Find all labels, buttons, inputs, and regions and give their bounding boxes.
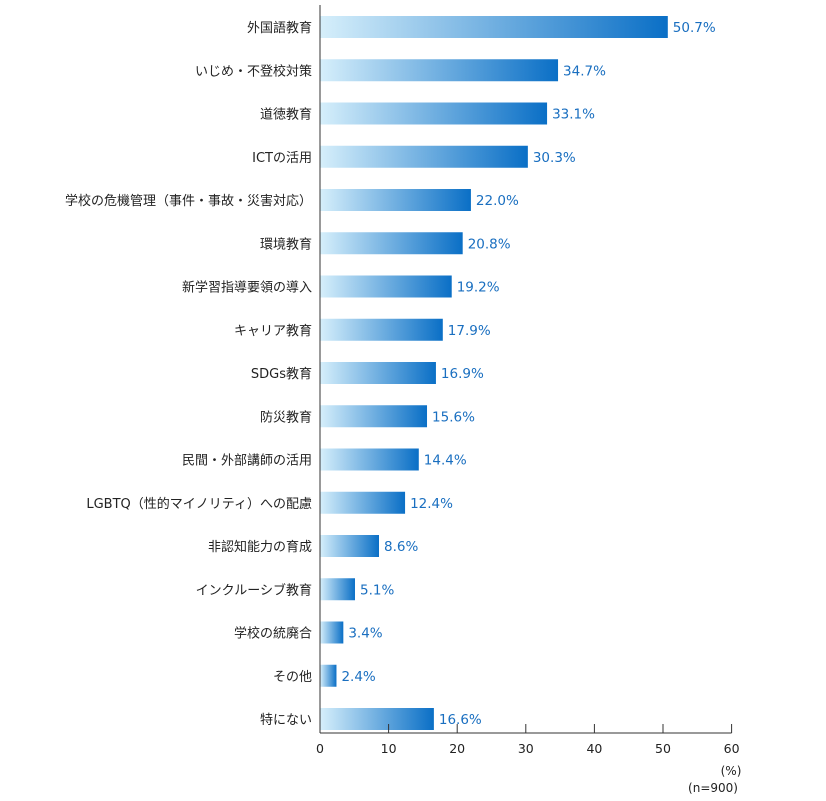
x-tick-label: 0 (316, 741, 324, 756)
category-label: 民間・外部講師の活用 (182, 453, 312, 469)
value-label: 2.4% (341, 669, 375, 685)
bar (320, 59, 559, 82)
value-label: 22.0% (476, 193, 519, 209)
category-label: ICTの活用 (252, 151, 312, 166)
bar (320, 232, 463, 255)
sample-size-note: (n=900) (688, 781, 738, 795)
x-tick-label: 50 (655, 741, 671, 756)
bar (320, 318, 443, 341)
category-label: その他 (273, 670, 312, 685)
bar (320, 664, 337, 687)
value-label: 34.7% (563, 63, 606, 79)
x-tick-label: 20 (449, 741, 465, 756)
value-label: 14.4% (424, 453, 467, 469)
bar (320, 448, 419, 471)
category-label: 学校の統廃合 (234, 626, 312, 642)
x-axis-unit-label: (%) (721, 764, 742, 778)
value-label: 17.9% (448, 323, 491, 339)
value-label: 50.7% (673, 20, 716, 36)
value-label: 15.6% (432, 409, 475, 425)
x-tick-label: 30 (518, 741, 534, 756)
category-label: 新学習指導要領の導入 (182, 280, 312, 296)
category-label: キャリア教育 (234, 323, 312, 339)
category-label: 外国語教育 (247, 20, 312, 36)
bar (320, 16, 668, 38)
category-label: 学校の危機管理（事件・事故・災害対応） (65, 193, 312, 209)
value-label: 8.6% (384, 539, 418, 555)
value-label: 16.9% (441, 366, 484, 382)
value-label: 5.1% (360, 582, 394, 598)
bar (320, 578, 355, 601)
bar (320, 708, 434, 730)
bar (320, 102, 548, 125)
x-tick-label: 60 (724, 741, 740, 756)
value-label: 3.4% (348, 626, 382, 642)
value-label: 33.1% (552, 107, 595, 123)
category-label: 特にない (260, 713, 312, 728)
category-label: 環境教育 (260, 236, 312, 252)
x-axis: 0 10 20 30 40 50 60 (316, 5, 740, 756)
x-tick-label: 10 (381, 741, 397, 756)
bar (320, 362, 436, 384)
category-label: 非認知能力の育成 (208, 539, 312, 555)
bar (320, 621, 344, 644)
category-label: 防災教育 (260, 409, 312, 425)
bar (320, 491, 406, 514)
category-label: LGBTQ（性的マイノリティ）への配慮 (86, 496, 312, 512)
value-label: 30.3% (533, 150, 576, 166)
category-label: 道徳教育 (260, 107, 312, 123)
category-label: いじめ・不登校対策 (195, 63, 312, 79)
category-label: SDGs教育 (251, 366, 312, 382)
bar (320, 189, 471, 211)
bar (320, 145, 528, 168)
bar (320, 535, 379, 557)
bar (320, 275, 452, 298)
value-label: 19.2% (457, 280, 500, 296)
value-label: 12.4% (410, 496, 453, 512)
bar (320, 405, 428, 428)
x-tick-label: 40 (586, 741, 602, 756)
category-label: インクルーシブ教育 (196, 582, 312, 598)
value-label: 16.6% (439, 712, 482, 728)
bars-layer: 外国語教育 50.7% いじめ・不登校対策 34.7% 道徳教育 33.1% ICTの活用 3… (65, 16, 716, 730)
value-label: 20.8% (468, 236, 511, 252)
